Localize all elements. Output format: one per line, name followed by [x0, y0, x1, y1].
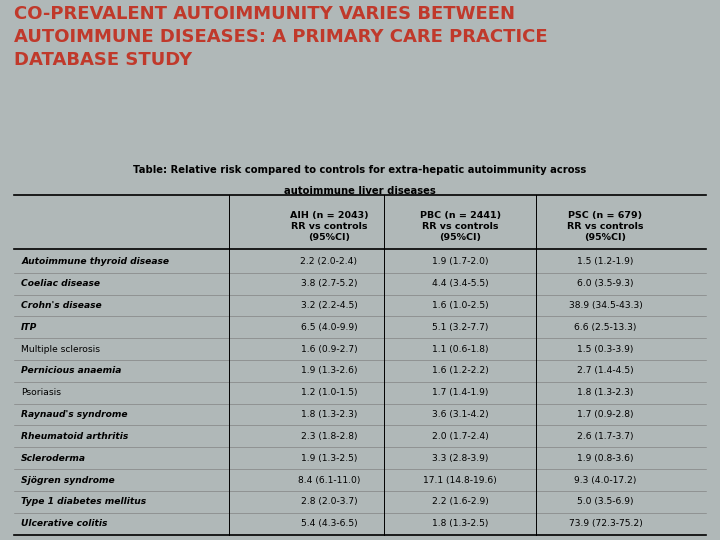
- Text: 1.6 (1.0-2.5): 1.6 (1.0-2.5): [432, 301, 489, 310]
- Text: Ulcerative colitis: Ulcerative colitis: [22, 519, 108, 528]
- Text: 1.6 (0.9-2.7): 1.6 (0.9-2.7): [300, 345, 357, 354]
- Text: PBC (n = 2441)
RR vs controls
(95%CI): PBC (n = 2441) RR vs controls (95%CI): [420, 211, 501, 242]
- Text: 3.2 (2.2-4.5): 3.2 (2.2-4.5): [300, 301, 357, 310]
- Text: 17.1 (14.8-19.6): 17.1 (14.8-19.6): [423, 476, 497, 484]
- Text: 1.7 (1.4-1.9): 1.7 (1.4-1.9): [432, 388, 488, 397]
- Text: Autoimmune thyroid disease: Autoimmune thyroid disease: [22, 257, 169, 266]
- Text: 1.8 (1.3-2.3): 1.8 (1.3-2.3): [577, 388, 634, 397]
- Text: Coeliac disease: Coeliac disease: [22, 279, 100, 288]
- Text: 2.8 (2.0-3.7): 2.8 (2.0-3.7): [300, 497, 357, 507]
- Text: Scleroderma: Scleroderma: [22, 454, 86, 463]
- Text: 6.6 (2.5-13.3): 6.6 (2.5-13.3): [574, 323, 636, 332]
- Text: 5.0 (3.5-6.9): 5.0 (3.5-6.9): [577, 497, 634, 507]
- Text: 1.9 (1.3-2.5): 1.9 (1.3-2.5): [301, 454, 357, 463]
- Text: 2.3 (1.8-2.8): 2.3 (1.8-2.8): [301, 432, 357, 441]
- Text: 38.9 (34.5-43.3): 38.9 (34.5-43.3): [569, 301, 642, 310]
- Text: Psoriasis: Psoriasis: [22, 388, 61, 397]
- Text: 1.5 (1.2-1.9): 1.5 (1.2-1.9): [577, 257, 634, 266]
- Text: 1.2 (1.0-1.5): 1.2 (1.0-1.5): [301, 388, 357, 397]
- Text: autoimmune liver diseases: autoimmune liver diseases: [284, 186, 436, 195]
- Text: 4.4 (3.4-5.5): 4.4 (3.4-5.5): [432, 279, 489, 288]
- Text: PSC (n = 679)
RR vs controls
(95%CI): PSC (n = 679) RR vs controls (95%CI): [567, 211, 644, 242]
- Text: 6.0 (3.5-9.3): 6.0 (3.5-9.3): [577, 279, 634, 288]
- Text: 2.0 (1.7-2.4): 2.0 (1.7-2.4): [432, 432, 489, 441]
- Text: 1.7 (0.9-2.8): 1.7 (0.9-2.8): [577, 410, 634, 419]
- Text: Rheumatoid arthritis: Rheumatoid arthritis: [22, 432, 129, 441]
- Text: CO-PREVALENT AUTOIMMUNITY VARIES BETWEEN
AUTOIMMUNE DISEASES: A PRIMARY CARE PRA: CO-PREVALENT AUTOIMMUNITY VARIES BETWEEN…: [14, 5, 548, 69]
- Text: 2.2 (2.0-2.4): 2.2 (2.0-2.4): [300, 257, 357, 266]
- Text: 3.8 (2.7-5.2): 3.8 (2.7-5.2): [301, 279, 357, 288]
- Text: 1.9 (1.7-2.0): 1.9 (1.7-2.0): [432, 257, 488, 266]
- Text: 1.6 (1.2-2.2): 1.6 (1.2-2.2): [432, 367, 489, 375]
- Text: Pernicious anaemia: Pernicious anaemia: [22, 367, 122, 375]
- Text: 73.9 (72.3-75.2): 73.9 (72.3-75.2): [569, 519, 642, 528]
- Text: 1.9 (1.3-2.6): 1.9 (1.3-2.6): [301, 367, 357, 375]
- Text: 9.3 (4.0-17.2): 9.3 (4.0-17.2): [574, 476, 636, 484]
- Text: 8.4 (6.1-11.0): 8.4 (6.1-11.0): [297, 476, 360, 484]
- Text: ITP: ITP: [22, 323, 37, 332]
- Text: Sjögren syndrome: Sjögren syndrome: [22, 476, 115, 484]
- Text: 3.6 (3.1-4.2): 3.6 (3.1-4.2): [432, 410, 489, 419]
- Text: 1.9 (0.8-3.6): 1.9 (0.8-3.6): [577, 454, 634, 463]
- Text: Table: Relative risk compared to controls for extra-hepatic autoimmunity across: Table: Relative risk compared to control…: [133, 165, 587, 174]
- Text: 2.2 (1.6-2.9): 2.2 (1.6-2.9): [432, 497, 489, 507]
- Text: 1.5 (0.3-3.9): 1.5 (0.3-3.9): [577, 345, 634, 354]
- Text: 5.4 (4.3-6.5): 5.4 (4.3-6.5): [300, 519, 357, 528]
- Text: 1.1 (0.6-1.8): 1.1 (0.6-1.8): [432, 345, 488, 354]
- Text: 3.3 (2.8-3.9): 3.3 (2.8-3.9): [432, 454, 488, 463]
- Text: 2.6 (1.7-3.7): 2.6 (1.7-3.7): [577, 432, 634, 441]
- Text: 2.7 (1.4-4.5): 2.7 (1.4-4.5): [577, 367, 634, 375]
- Text: Crohn's disease: Crohn's disease: [22, 301, 102, 310]
- Text: Raynaud's syndrome: Raynaud's syndrome: [22, 410, 128, 419]
- Text: 5.1 (3.2-7.7): 5.1 (3.2-7.7): [432, 323, 488, 332]
- Text: Multiple sclerosis: Multiple sclerosis: [22, 345, 100, 354]
- Text: 1.8 (1.3-2.3): 1.8 (1.3-2.3): [301, 410, 357, 419]
- Text: 1.8 (1.3-2.5): 1.8 (1.3-2.5): [432, 519, 488, 528]
- Text: Type 1 diabetes mellitus: Type 1 diabetes mellitus: [22, 497, 146, 507]
- Text: 6.5 (4.0-9.9): 6.5 (4.0-9.9): [300, 323, 357, 332]
- Text: AIH (n = 2043)
RR vs controls
(95%CI): AIH (n = 2043) RR vs controls (95%CI): [289, 211, 368, 242]
